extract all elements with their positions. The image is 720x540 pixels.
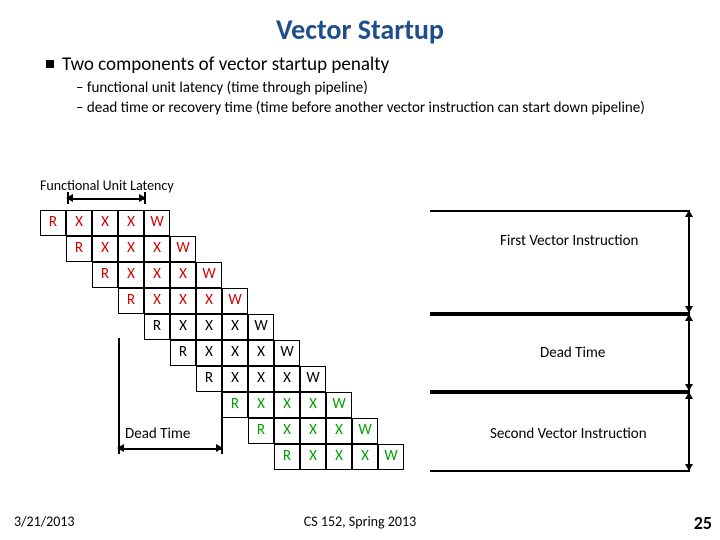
fu-bracket-line	[67, 198, 145, 200]
pipeline-cell: R	[40, 210, 66, 236]
pipeline-cell: R	[170, 340, 196, 366]
pipeline-cell: X	[92, 236, 118, 262]
pipeline-cell: R	[274, 444, 300, 470]
pipeline-cell: X	[300, 418, 326, 444]
dead-time-label-left: Dead Time	[125, 425, 190, 443]
pipeline-cell: X	[144, 262, 170, 288]
pipeline-cell: R	[248, 418, 274, 444]
pipeline-cell: W	[352, 418, 378, 444]
pipeline-cell: X	[222, 366, 248, 392]
pipeline-cell: X	[274, 366, 300, 392]
pipeline-cell: W	[248, 314, 274, 340]
pipeline-cell: X	[144, 236, 170, 262]
pipeline-cell: X	[274, 392, 300, 418]
pipeline-cell: X	[222, 314, 248, 340]
pipeline-cell: W	[326, 392, 352, 418]
pipeline-cell: X	[326, 418, 352, 444]
first-brk-v	[688, 210, 690, 313]
pipeline-cell: X	[144, 288, 170, 314]
main-bullet-text: Two components of vector startup penalty	[62, 53, 389, 76]
dead-left-vline-l	[118, 338, 120, 448]
dead-arrow-dn	[685, 384, 693, 391]
footer-course: CS 152, Spring 2013	[0, 513, 720, 530]
pipeline-cell: X	[170, 314, 196, 340]
pipeline-cell: W	[196, 262, 222, 288]
pipeline-cell: X	[274, 418, 300, 444]
pipeline-cell: W	[378, 444, 404, 470]
sub-bullet-1: functional unit latency (time through pi…	[0, 78, 720, 98]
pipeline-cell: R	[196, 366, 222, 392]
pipeline-cell: W	[144, 210, 170, 236]
pipeline-cell: X	[248, 340, 274, 366]
pipeline-cell: X	[92, 210, 118, 236]
pipeline-cell: X	[196, 340, 222, 366]
first-brk-top	[430, 210, 690, 212]
main-bullet: Two components of vector startup penalty	[0, 47, 720, 78]
slide-title: Vector Startup	[0, 0, 720, 47]
pipeline-cell: X	[170, 262, 196, 288]
first-arrow-up	[685, 210, 693, 217]
pipeline-cell: X	[118, 236, 144, 262]
dead-arrow-up	[685, 314, 693, 321]
pipeline-cell: R	[92, 262, 118, 288]
fu-arrow-r	[139, 194, 146, 202]
pipeline-cell: R	[144, 314, 170, 340]
first-vector-label: First Vector Instruction	[500, 232, 638, 250]
pipeline-cell: W	[170, 236, 196, 262]
pipeline-cell: X	[222, 340, 248, 366]
pipeline-cell: R	[118, 288, 144, 314]
first-arrow-dn	[685, 306, 693, 313]
second-arrow-dn	[685, 464, 693, 471]
second-brk-top	[430, 392, 690, 394]
slide-number: 25	[694, 512, 712, 534]
pipeline-cell: X	[326, 444, 352, 470]
pipeline-cell: R	[222, 392, 248, 418]
dead-left-line	[118, 448, 222, 450]
bullet-square-icon	[46, 60, 54, 68]
second-brk-bot	[430, 470, 690, 472]
dead-brk-v	[688, 314, 690, 391]
pipeline-cell: W	[300, 366, 326, 392]
dead-left-vline-r	[221, 392, 223, 448]
pipeline-cell: X	[170, 288, 196, 314]
pipeline-cell: X	[300, 392, 326, 418]
pipeline-cell: X	[248, 392, 274, 418]
pipeline-cell: R	[66, 236, 92, 262]
pipeline-cell: X	[300, 444, 326, 470]
pipeline-cell: X	[66, 210, 92, 236]
pipeline-cell: X	[248, 366, 274, 392]
fu-arrow-l	[66, 194, 73, 202]
pipeline-cell: W	[222, 288, 248, 314]
pipeline-cell: X	[352, 444, 378, 470]
pipeline-cell: X	[118, 210, 144, 236]
pipeline-cell: W	[274, 340, 300, 366]
pipeline-cell: X	[118, 262, 144, 288]
second-brk-v	[688, 392, 690, 471]
second-vector-label: Second Vector Instruction	[490, 425, 647, 443]
sub-bullet-2: dead time or recovery time (time before …	[0, 98, 720, 118]
pipeline-cell: X	[196, 288, 222, 314]
second-arrow-up	[685, 392, 693, 399]
functional-unit-latency-label: Functional Unit Latency	[40, 177, 174, 194]
dead-time-label-right: Dead Time	[540, 344, 605, 362]
pipeline-cell: X	[196, 314, 222, 340]
dead-brk-top	[430, 314, 690, 316]
